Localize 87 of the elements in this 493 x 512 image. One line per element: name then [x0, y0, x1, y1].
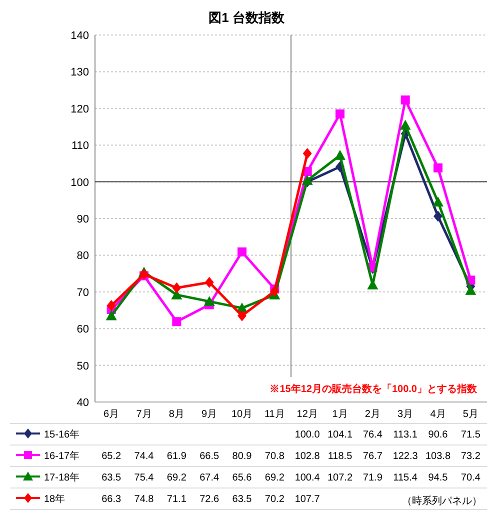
data-label: 100.4 [294, 472, 320, 484]
data-label: 103.8 [425, 451, 451, 462]
point [106, 300, 116, 311]
data-label: 74.4 [134, 451, 154, 462]
x-tick-label: 12月 [296, 409, 318, 420]
x-tick-label: 5月 [462, 409, 478, 420]
point [172, 317, 182, 326]
data-label: 74.8 [134, 494, 154, 505]
y-tick-label: 40 [76, 397, 89, 409]
data-label: 107.7 [294, 494, 320, 505]
data-label: 113.1 [393, 430, 418, 440]
x-tick-label: 7月 [136, 409, 152, 420]
y-tick-label: 80 [76, 250, 89, 262]
y-tick-label: 90 [76, 214, 89, 226]
data-label: 107.2 [327, 472, 353, 484]
y-tick-label: 120 [70, 103, 89, 116]
data-label: 61.9 [166, 451, 187, 462]
point [172, 282, 182, 294]
data-label: 73.2 [460, 451, 481, 462]
legend-label: 15-16年 [44, 428, 80, 440]
data-label: 70.4 [460, 472, 481, 484]
y-tick-label: 130 [70, 66, 89, 79]
point [302, 148, 312, 160]
y-tick-label: 140 [70, 30, 89, 42]
point [238, 247, 246, 256]
x-tick-label: 3月 [398, 409, 414, 420]
point [434, 210, 442, 222]
x-tick-label: 9月 [202, 409, 218, 420]
data-label: 104.1 [327, 430, 353, 440]
legend-label: 17-18年 [44, 472, 80, 484]
data-label: 66.3 [102, 494, 122, 505]
x-tick-label: 8月 [168, 409, 184, 420]
y-tick-label: 100 [70, 176, 89, 189]
x-tick-label: 4月 [430, 409, 446, 420]
y-tick-label: 50 [76, 360, 89, 372]
annotation: ※15年12月の販売台数を「100.0」とする指数 [270, 383, 478, 395]
legend-label: 18年 [44, 493, 66, 505]
point [204, 276, 214, 288]
point [238, 310, 246, 322]
data-label: 63.5 [232, 494, 252, 505]
data-label: 94.5 [428, 472, 448, 484]
data-label: 69.2 [166, 472, 187, 484]
data-label: 122.3 [392, 451, 418, 462]
chart-title: 図1 台数指数 [208, 10, 286, 25]
x-tick-label: 2月 [364, 409, 380, 420]
legend-label: 16-17年 [44, 450, 80, 462]
y-tick-label: 60 [76, 324, 89, 336]
data-label: 80.9 [232, 451, 252, 462]
point [140, 268, 148, 280]
data-label: 72.6 [200, 494, 220, 505]
point [400, 120, 411, 130]
data-label: 118.5 [328, 451, 353, 462]
data-label: 76.7 [362, 451, 383, 462]
x-tick-label: 6月 [104, 409, 120, 420]
data-label: 70.2 [264, 494, 285, 505]
point [465, 284, 476, 295]
data-label: 67.4 [200, 472, 220, 484]
data-label: 71.5 [460, 430, 481, 440]
text: （時系列パネル） [402, 495, 482, 507]
point [204, 296, 215, 306]
point [336, 109, 344, 118]
data-label: 75.4 [134, 472, 154, 484]
data-label: 71.1 [166, 494, 187, 505]
point [334, 150, 346, 160]
x-tick-label: 10月 [231, 409, 253, 420]
data-label: 102.8 [294, 451, 320, 462]
data-label: 70.8 [264, 451, 285, 462]
data-label: 71.9 [362, 472, 383, 484]
data-label: 76.4 [362, 430, 383, 440]
data-label: 63.5 [102, 472, 122, 484]
data-label: 100.0 [294, 430, 320, 440]
point [106, 310, 117, 320]
y-tick-label: 110 [71, 140, 89, 152]
data-label: 65.6 [232, 472, 252, 484]
data-label: 66.5 [200, 451, 220, 462]
point [400, 95, 410, 104]
data-label: 69.2 [264, 472, 285, 484]
data-label: 65.2 [102, 451, 122, 462]
x-tick-label: 11月 [264, 409, 285, 420]
point [302, 174, 313, 185]
point [434, 163, 442, 172]
y-tick-label: 70 [76, 286, 89, 299]
data-label: 115.4 [393, 472, 418, 484]
point [270, 286, 280, 297]
point [432, 196, 444, 206]
x-tick-label: 1月 [332, 409, 348, 420]
data-label: 90.6 [428, 430, 448, 440]
